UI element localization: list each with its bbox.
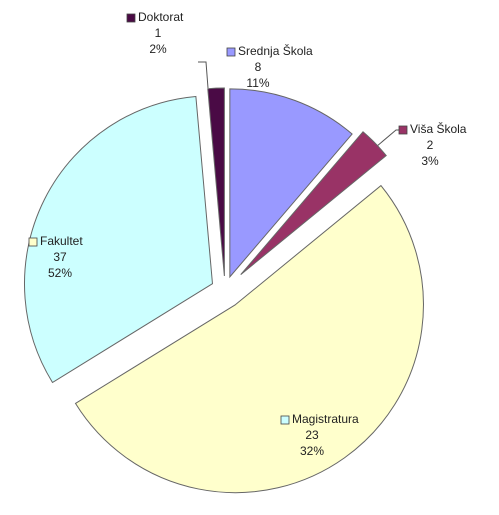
pie-slice — [74, 184, 424, 494]
legend-swatch — [280, 415, 290, 425]
leader-line — [198, 61, 209, 89]
legend-swatch — [126, 13, 136, 23]
slice-label: Doktorat — [138, 10, 184, 24]
pie-slice — [229, 88, 353, 279]
slice-value: 1 — [155, 26, 162, 40]
slice-percent: 2% — [149, 42, 167, 56]
legend-swatch — [398, 125, 408, 135]
slice-percent: 3% — [421, 154, 439, 168]
slice-percent: 32% — [300, 444, 324, 458]
slice-value: 23 — [305, 428, 319, 442]
pie-slice — [24, 95, 214, 384]
slice-label: Srednja Škola — [238, 43, 313, 58]
slice-label: Magistratura — [292, 412, 359, 426]
slice-label: Fakultet — [40, 234, 83, 248]
slice-value: 37 — [53, 250, 67, 264]
pie-slice — [207, 87, 225, 277]
slice-percent: 52% — [48, 266, 72, 280]
slice-value: 8 — [255, 60, 262, 74]
legend-swatch — [226, 47, 236, 57]
pie-slice — [240, 131, 387, 276]
slice-percent: 11% — [246, 76, 269, 90]
slice-label: Viša Škola — [410, 121, 467, 136]
slice-value: 2 — [427, 138, 434, 152]
legend-swatch — [28, 237, 38, 247]
